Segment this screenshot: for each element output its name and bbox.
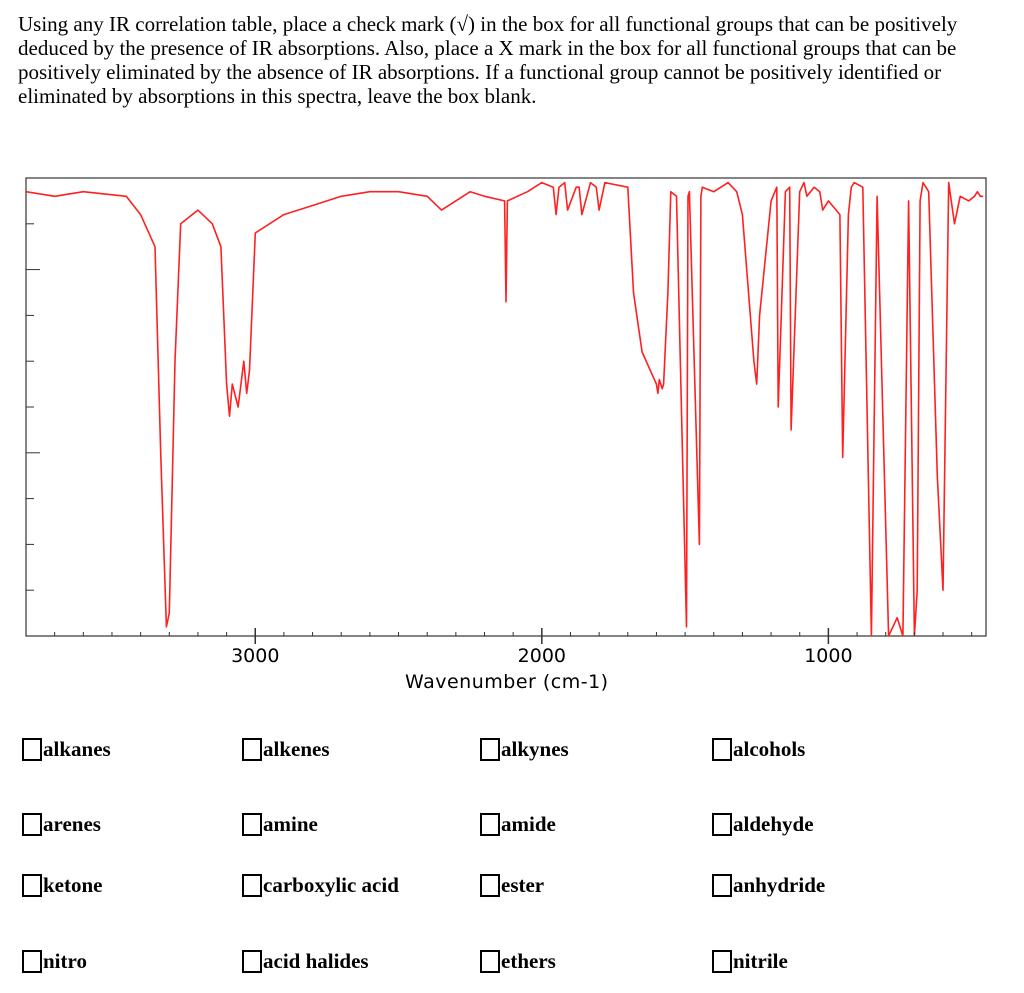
option-label: alkynes bbox=[501, 737, 569, 761]
option-label: aldehyde bbox=[733, 812, 814, 836]
option-aldehyde[interactable]: aldehyde bbox=[712, 812, 814, 837]
checkbox[interactable] bbox=[480, 950, 500, 973]
option-alkenes[interactable]: alkenes bbox=[242, 737, 330, 762]
option-label: ester bbox=[501, 873, 545, 897]
checkbox[interactable] bbox=[712, 950, 732, 973]
option-ester[interactable]: ester bbox=[480, 873, 544, 898]
option-label: alkanes bbox=[43, 737, 111, 761]
checkbox[interactable] bbox=[22, 813, 42, 836]
option-label: arenes bbox=[43, 812, 101, 836]
option-label: alcohols bbox=[733, 737, 806, 761]
option-label: nitrile bbox=[733, 949, 788, 973]
option-label: amine bbox=[263, 812, 318, 836]
option-label: amide bbox=[501, 812, 556, 836]
option-label: carboxylic acid bbox=[263, 873, 399, 897]
checkbox[interactable] bbox=[242, 950, 262, 973]
checkbox[interactable] bbox=[712, 874, 732, 897]
checkbox[interactable] bbox=[22, 738, 42, 761]
option-label: alkenes bbox=[263, 737, 330, 761]
spectrum-line bbox=[25, 181, 984, 637]
checkbox[interactable] bbox=[480, 738, 500, 761]
ir-spectrum-chart: 3000 2000 1000 Wavenumber (cm-1) bbox=[0, 160, 1024, 700]
option-alkynes[interactable]: alkynes bbox=[480, 737, 569, 762]
option-carboxylic-acid[interactable]: carboxylic acid bbox=[242, 873, 399, 898]
option-amine[interactable]: amine bbox=[242, 812, 318, 837]
option-amide[interactable]: amide bbox=[480, 812, 556, 837]
x-tick-label: 3000 bbox=[231, 645, 279, 667]
checkbox[interactable] bbox=[712, 813, 732, 836]
checkbox[interactable] bbox=[480, 813, 500, 836]
option-label: ketone bbox=[43, 873, 103, 897]
option-label: nitro bbox=[43, 949, 87, 973]
option-nitrile[interactable]: nitrile bbox=[712, 949, 788, 974]
option-ketone[interactable]: ketone bbox=[22, 873, 103, 898]
option-label: ethers bbox=[501, 949, 556, 973]
checkbox[interactable] bbox=[242, 874, 262, 897]
instructions-text: Using any IR correlation table, place a … bbox=[18, 12, 958, 108]
x-tick-label: 1000 bbox=[804, 645, 852, 667]
option-label: acid halides bbox=[263, 949, 369, 973]
axis-ticks: 3000 2000 1000 bbox=[26, 223, 973, 667]
option-label: anhydride bbox=[733, 873, 826, 897]
checkbox[interactable] bbox=[480, 874, 500, 897]
checkbox[interactable] bbox=[712, 738, 732, 761]
checkbox[interactable] bbox=[242, 813, 262, 836]
ir-spectrum-svg: 3000 2000 1000 Wavenumber (cm-1) bbox=[25, 177, 987, 693]
option-nitro[interactable]: nitro bbox=[22, 949, 87, 974]
checkbox[interactable] bbox=[22, 950, 42, 973]
option-alcohols[interactable]: alcohols bbox=[712, 737, 805, 762]
checkbox[interactable] bbox=[22, 874, 42, 897]
option-acid-halides[interactable]: acid halides bbox=[242, 949, 369, 974]
x-axis-title: Wavenumber (cm-1) bbox=[405, 671, 609, 693]
checkbox[interactable] bbox=[242, 738, 262, 761]
option-arenes[interactable]: arenes bbox=[22, 812, 101, 837]
option-ethers[interactable]: ethers bbox=[480, 949, 556, 974]
option-alkanes[interactable]: alkanes bbox=[22, 737, 111, 762]
x-tick-label: 2000 bbox=[518, 645, 566, 667]
option-anhydride[interactable]: anhydride bbox=[712, 873, 825, 898]
